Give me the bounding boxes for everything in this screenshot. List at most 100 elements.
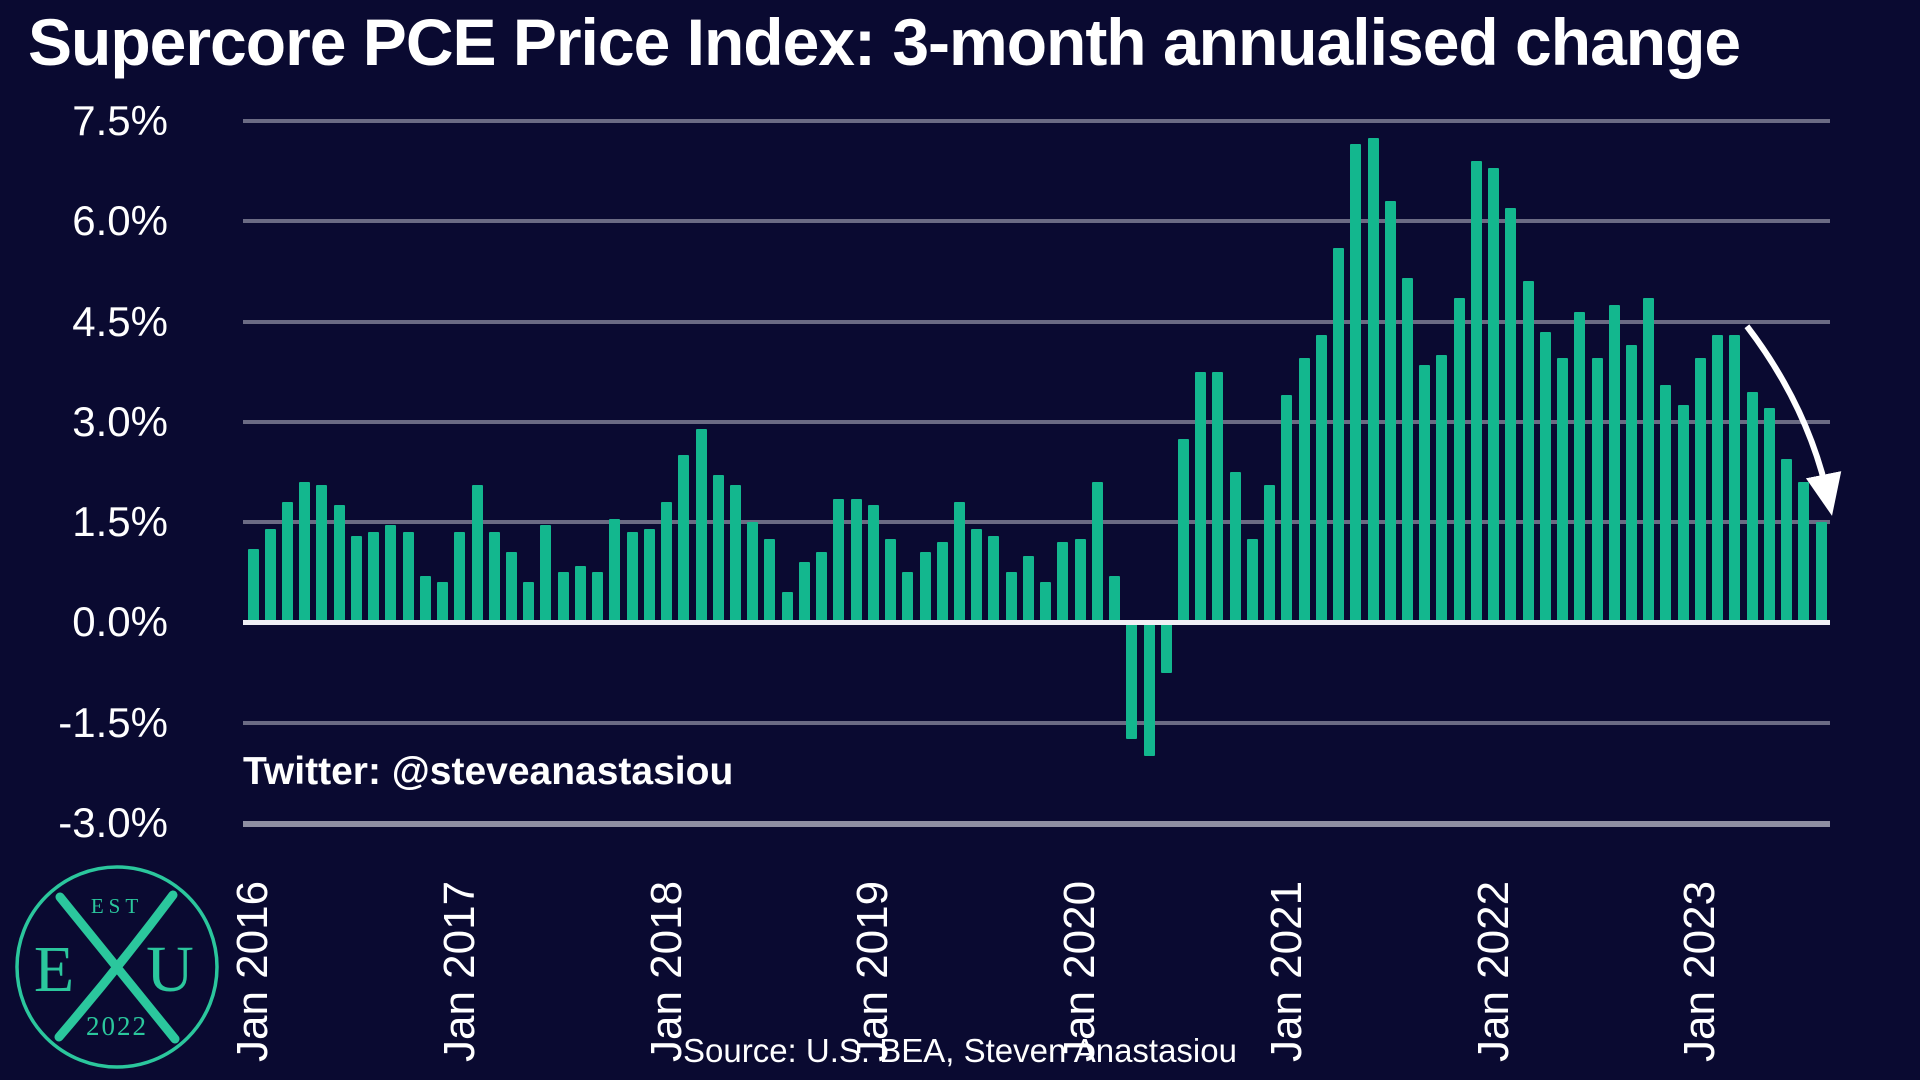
bar <box>299 482 311 623</box>
bar <box>1195 371 1207 623</box>
bar <box>850 498 862 623</box>
bar <box>264 528 276 623</box>
bar <box>678 455 690 623</box>
bar <box>1160 622 1172 673</box>
bar <box>1212 371 1224 623</box>
bar <box>1660 385 1672 623</box>
bar <box>385 525 397 623</box>
bar <box>1005 572 1017 623</box>
bar <box>1057 542 1069 623</box>
bar <box>1040 582 1052 623</box>
logo-letter-e: E <box>34 933 74 1006</box>
bar <box>936 542 948 623</box>
bar <box>885 538 897 623</box>
bar <box>626 532 638 623</box>
gridline <box>243 219 1830 224</box>
bar <box>747 522 759 623</box>
bar <box>316 485 328 623</box>
bar <box>1350 144 1362 623</box>
y-axis-tick-label: 6.0% <box>72 197 168 245</box>
bar <box>695 428 707 623</box>
bar <box>1729 334 1741 623</box>
y-axis-tick-label: 0.0% <box>72 598 168 646</box>
bar <box>557 572 569 623</box>
bar <box>368 532 380 623</box>
gridline <box>243 319 1830 324</box>
logo-letter-u: U <box>146 933 194 1006</box>
gridline <box>243 821 1830 827</box>
bar <box>1608 304 1620 623</box>
bar <box>902 572 914 623</box>
y-axis-tick-label: 7.5% <box>72 97 168 144</box>
gridline <box>243 119 1830 123</box>
bar <box>712 475 724 623</box>
bar <box>798 562 810 623</box>
bar <box>661 502 673 623</box>
bar <box>1264 485 1276 623</box>
bar <box>988 535 1000 623</box>
logo-circle-icon <box>15 865 219 1069</box>
y-axis-tick-label: 4.5% <box>72 297 168 345</box>
bar <box>1333 248 1345 623</box>
bar <box>1091 482 1103 623</box>
bar <box>1419 365 1431 623</box>
bar <box>1022 555 1034 623</box>
bar <box>1109 575 1121 623</box>
bar <box>1470 161 1482 623</box>
bar <box>592 572 604 623</box>
bar <box>1625 344 1637 623</box>
twitter-handle-label: Twitter: @steveanastasiou <box>243 750 734 793</box>
bar <box>402 532 414 623</box>
bar <box>1591 358 1603 623</box>
bar <box>523 582 535 623</box>
bar <box>247 548 259 623</box>
bar <box>609 518 621 623</box>
bar <box>1401 278 1413 623</box>
bar <box>1643 298 1655 623</box>
bar <box>1126 622 1138 740</box>
bar <box>1281 395 1293 623</box>
bar <box>1488 167 1500 623</box>
bar <box>781 592 793 623</box>
y-axis-tick-label: 3.0% <box>72 397 168 445</box>
bar <box>1229 472 1241 623</box>
bar <box>437 582 449 623</box>
bar <box>419 575 431 623</box>
bar <box>1177 438 1189 623</box>
bar <box>1074 538 1086 623</box>
bar <box>1677 405 1689 623</box>
bar <box>574 565 586 623</box>
bar <box>454 532 466 623</box>
bar <box>1315 334 1327 623</box>
bar <box>333 505 345 623</box>
source-label: Source: U.S. BEA, Steven Anastasiou <box>683 1032 1237 1069</box>
bar <box>1798 482 1810 623</box>
bar <box>1522 281 1534 623</box>
bar <box>1246 538 1258 623</box>
gridline <box>243 720 1830 725</box>
eu-logo: EST E U 2022 <box>15 865 219 1069</box>
bar <box>505 552 517 623</box>
y-axis-tick-label: 1.5% <box>72 498 168 546</box>
bar <box>833 498 845 623</box>
bar <box>1746 391 1758 623</box>
bar <box>1367 137 1379 623</box>
y-axis-tick-label: -1.5% <box>58 698 168 746</box>
bar <box>471 485 483 623</box>
bar <box>1712 334 1724 623</box>
bar <box>1781 458 1793 623</box>
y-axis-tick-label: -3.0% <box>58 799 168 846</box>
bar <box>1505 207 1517 623</box>
bar <box>1143 622 1155 757</box>
logo-est-label: EST <box>91 894 143 918</box>
bar <box>1574 311 1586 623</box>
bar <box>971 528 983 623</box>
bar <box>488 532 500 623</box>
bar <box>643 528 655 623</box>
bar <box>1763 408 1775 623</box>
bar <box>1539 331 1551 623</box>
